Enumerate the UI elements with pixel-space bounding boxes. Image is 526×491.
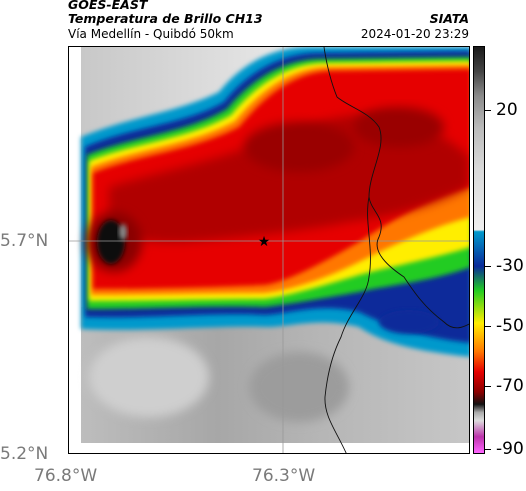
star-marker: ★ bbox=[258, 234, 271, 250]
satellite-map: ★ bbox=[68, 46, 470, 454]
product-title: Temperatura de Brillo CH13 bbox=[68, 11, 263, 26]
colorbar-tick bbox=[485, 110, 491, 111]
colorbar-label: -30 bbox=[496, 256, 524, 276]
satellite-name: GOES-EAST bbox=[68, 0, 148, 12]
colorbar-label: -50 bbox=[496, 316, 524, 336]
colorbar-tick bbox=[485, 386, 491, 387]
lon-tick-76.8: 76.8°W bbox=[34, 466, 98, 486]
lat-tick-5.2: 5.2°N bbox=[0, 444, 49, 464]
colorbar-tick bbox=[485, 326, 491, 327]
lat-tick-5.7: 5.7°N bbox=[0, 231, 49, 251]
temperature-colorbar bbox=[473, 46, 485, 454]
colorbar-label: -90 bbox=[496, 439, 524, 459]
department-border bbox=[323, 47, 469, 453]
colorbar-label: -70 bbox=[496, 376, 524, 396]
colorbar-tick bbox=[485, 449, 491, 450]
colorbar-label: 20 bbox=[496, 100, 518, 120]
brightness-temperature-image: ★ bbox=[69, 47, 469, 453]
lon-tick-76.3: 76.3°W bbox=[252, 466, 316, 486]
colorbar-tick bbox=[485, 266, 491, 267]
datetime-label: 2024-01-20 23:29 bbox=[360, 27, 469, 41]
route-label: Vía Medellín - Quibdó 50km bbox=[68, 27, 234, 41]
organization-label: SIATA bbox=[429, 11, 469, 26]
